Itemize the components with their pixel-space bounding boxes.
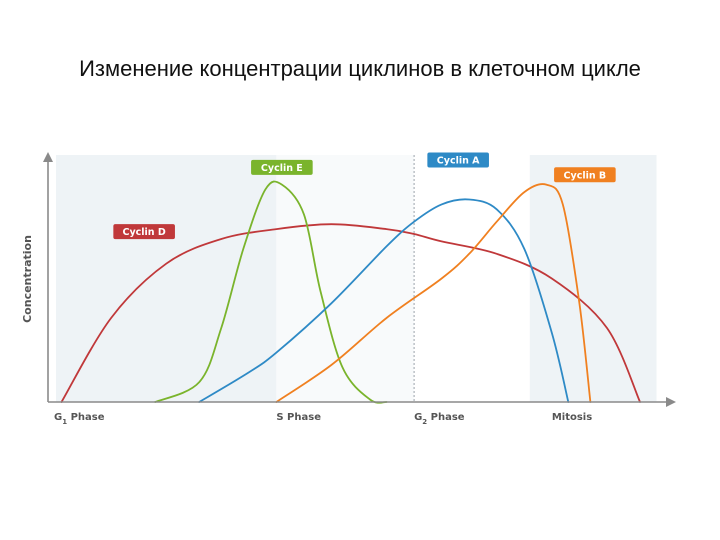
cyclin-b-label-box (554, 167, 616, 183)
cyclin-e-label-box (251, 159, 313, 175)
x-tick-labels: G1 Phase S Phase G2 Phase Mitosis (54, 412, 592, 426)
phase-band-3 (529, 155, 657, 402)
phase-band-2 (414, 155, 530, 402)
cyclin-a-label-box (427, 152, 489, 168)
cyclin-d-line (60, 223, 641, 403)
phase-band-0 (56, 155, 277, 402)
cyclin-b-label: Cyclin B (564, 170, 607, 181)
cyclin-d-label-box (113, 224, 175, 240)
cyclin-a-label: Cyclin A (437, 155, 480, 166)
cyclin-b-line (275, 183, 592, 403)
cyclin-e-line (154, 180, 388, 404)
cyclin-d-label: Cyclin D (123, 227, 166, 238)
axes (43, 152, 676, 407)
x-tick-label-0: G1 Phase (54, 412, 105, 426)
y-axis-arrow-icon (43, 152, 53, 162)
x-tick-label-1: S Phase (276, 412, 321, 423)
x-axis-arrow-icon (666, 397, 676, 407)
cyclin-e-label: Cyclin E (261, 163, 303, 174)
slide-title: Изменение концентрации циклинов в клеточ… (79, 56, 641, 81)
x-tick-label-2: G2 Phase (414, 412, 465, 426)
y-axis-label: Concentration (21, 235, 34, 323)
series-curves (60, 180, 641, 404)
phase-band-1 (276, 155, 415, 402)
cyclin-a-line (198, 198, 570, 403)
series-labels: Cyclin D Cyclin E Cyclin A Cyclin B (113, 152, 616, 240)
x-tick-label-3: Mitosis (552, 412, 592, 423)
